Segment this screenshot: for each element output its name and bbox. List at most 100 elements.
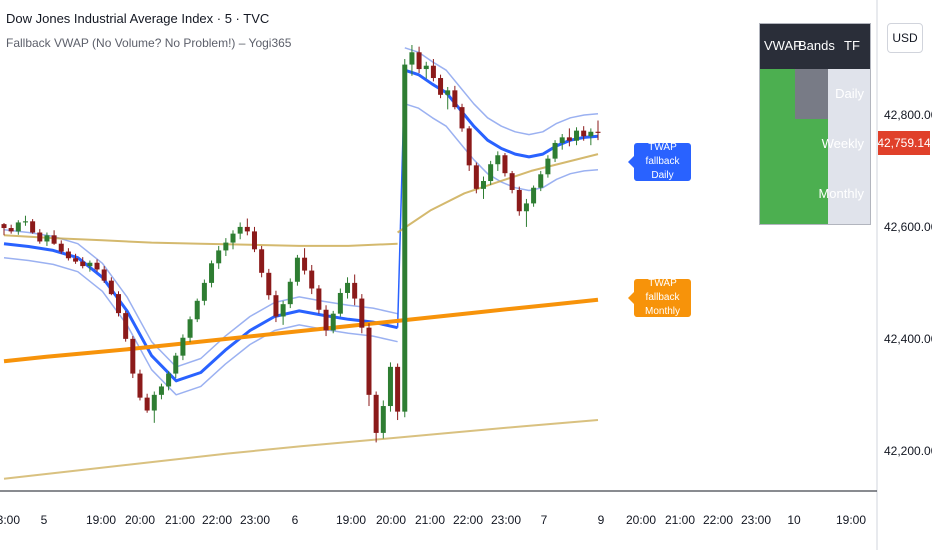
x-tick-label: 19:00 xyxy=(85,513,117,527)
x-tick-label: 21:00 xyxy=(664,513,696,527)
candle-body xyxy=(123,313,129,339)
candle-body xyxy=(294,257,300,282)
upper-band-line xyxy=(404,47,599,136)
last-price-tag: 42,759.14 xyxy=(877,131,931,155)
candle-body xyxy=(402,64,408,412)
candle-body xyxy=(80,261,86,267)
candle xyxy=(337,288,343,317)
candle-body xyxy=(581,130,587,137)
candle xyxy=(280,300,286,325)
candle-body xyxy=(30,221,36,233)
candle xyxy=(480,176,486,199)
candle-body xyxy=(15,222,21,232)
x-tick-label: 5 xyxy=(40,513,48,527)
candle xyxy=(373,391,379,443)
candle-body xyxy=(359,298,365,328)
x-tick-label: 23:00 xyxy=(490,513,522,527)
candle-body xyxy=(488,164,494,182)
candle xyxy=(15,220,21,235)
x-tick-label: 20:00 xyxy=(625,513,657,527)
candle-body xyxy=(180,337,186,356)
candle xyxy=(330,310,336,334)
candle-body xyxy=(108,280,114,295)
tf-daily: Daily xyxy=(835,86,864,101)
x-tick-label: 20:00 xyxy=(375,513,407,527)
candle-body xyxy=(44,235,50,242)
candle-body xyxy=(287,281,293,305)
candle xyxy=(266,268,272,300)
candle-body xyxy=(337,292,343,314)
candle-body xyxy=(151,394,157,411)
vwap-status-table: VWAP Bands TF Daily Weekly Monthly xyxy=(759,23,871,225)
twap-daily-label: TWAP fallback Daily xyxy=(628,142,691,181)
candle-body xyxy=(280,304,286,317)
candle xyxy=(223,238,229,257)
candle-body xyxy=(173,355,179,374)
candle-body xyxy=(395,366,401,412)
candle-body xyxy=(373,394,379,433)
candle-body xyxy=(87,262,93,267)
candle-body xyxy=(509,173,515,190)
indicator-title[interactable]: Fallback VWAP (No Volume? No Problem!) –… xyxy=(6,36,292,50)
candle-body xyxy=(273,295,279,317)
candle xyxy=(566,128,572,147)
candle xyxy=(251,226,257,253)
currency-button[interactable]: USD xyxy=(887,23,923,53)
candle xyxy=(409,44,415,76)
candlesticks xyxy=(1,44,601,443)
candle-body xyxy=(495,155,501,165)
x-tick-label: 19:00 xyxy=(835,513,867,527)
candle-body xyxy=(380,406,386,433)
header-bands: Bands xyxy=(798,38,835,53)
candle xyxy=(445,86,451,110)
x-tick-label: 22:00 xyxy=(452,513,484,527)
candle-body xyxy=(445,90,451,95)
candle xyxy=(87,260,93,272)
upper-band-line xyxy=(3,228,398,368)
candle xyxy=(22,215,28,226)
x-tick-label: 9 xyxy=(597,513,605,527)
candle-body xyxy=(309,270,315,289)
candle-body xyxy=(101,269,107,281)
candle-body xyxy=(58,243,64,252)
candle-body xyxy=(430,65,436,79)
vwap-status-cell xyxy=(760,69,795,224)
candle xyxy=(173,352,179,379)
candle xyxy=(466,126,472,171)
candle-body xyxy=(130,338,136,374)
candle xyxy=(101,266,107,283)
candle-body xyxy=(259,249,265,273)
candle-body xyxy=(423,65,429,70)
candle xyxy=(8,224,14,234)
y-tick-label: 42,600.00 xyxy=(884,220,932,234)
candle xyxy=(158,383,164,400)
candle xyxy=(402,58,408,418)
candle xyxy=(44,232,50,246)
candle xyxy=(545,155,551,178)
candle-body xyxy=(323,309,329,331)
candle xyxy=(574,127,580,146)
vwap-daily-line xyxy=(404,68,599,159)
candle xyxy=(366,323,372,407)
candle xyxy=(416,46,422,73)
candle-body xyxy=(438,78,444,95)
header-tf: TF xyxy=(844,38,860,53)
bands-daily-cell xyxy=(795,69,828,119)
candle-body xyxy=(137,373,143,398)
candle xyxy=(151,391,157,423)
candle xyxy=(194,298,200,323)
x-tick-label: 10 xyxy=(787,513,801,527)
twap-monthly-label: TWAP fallback Monthly xyxy=(628,278,691,317)
tf-monthly: Monthly xyxy=(818,186,864,201)
candle xyxy=(488,160,494,185)
candle-body xyxy=(8,228,14,232)
candle-body xyxy=(73,258,79,262)
candle xyxy=(523,198,529,227)
candle xyxy=(473,162,479,194)
candle xyxy=(438,74,444,99)
x-tick-label: 23:00 xyxy=(740,513,772,527)
candle-body xyxy=(209,263,215,283)
candle xyxy=(430,58,436,82)
chart-title: Dow Jones Industrial Average Index · 5 ·… xyxy=(6,11,270,26)
